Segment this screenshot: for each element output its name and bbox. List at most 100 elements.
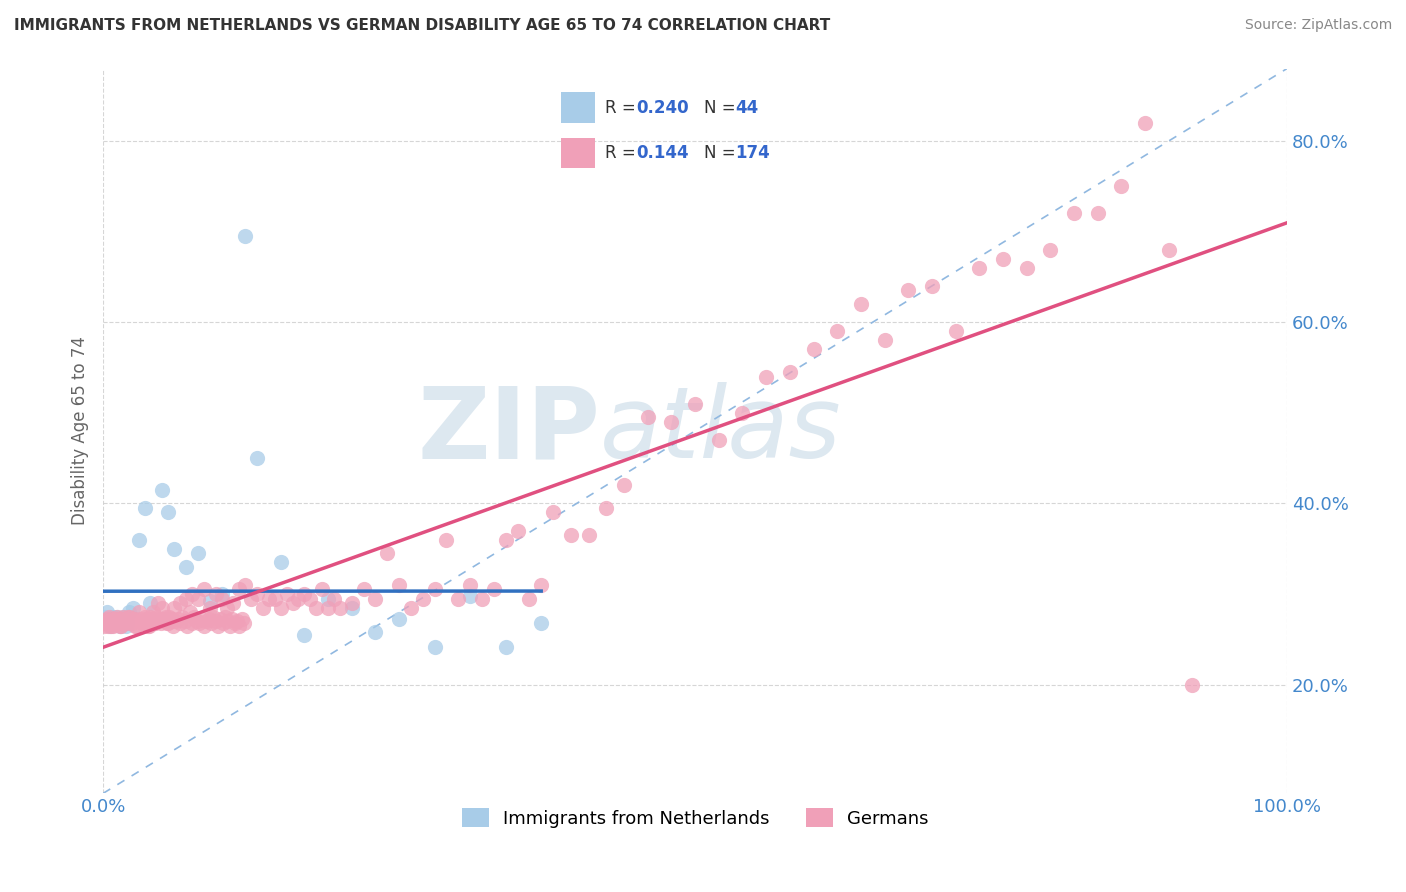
Point (231, 612, 253, 626)
Point (294, 587, 316, 601)
Point (755, 369, 778, 384)
Point (121, 615, 143, 630)
Point (200, 615, 222, 630)
Point (93, 614, 115, 628)
Point (115, 612, 138, 626)
Point (197, 612, 219, 626)
Point (217, 600, 239, 615)
Point (149, 612, 172, 626)
Point (294, 628, 316, 642)
Point (731, 406, 754, 420)
Y-axis label: Disability Age 65 to 74: Disability Age 65 to 74 (72, 336, 89, 525)
Point (166, 612, 188, 626)
Point (112, 615, 135, 630)
Point (98, 609, 121, 624)
Point (246, 587, 269, 601)
Point (211, 591, 233, 606)
Point (128, 533, 150, 547)
Point (150, 483, 173, 497)
Point (388, 612, 411, 626)
Point (93, 618, 115, 632)
Point (270, 555, 292, 569)
Point (1111, 179, 1133, 194)
Point (287, 591, 309, 606)
Point (150, 600, 173, 615)
Point (495, 640, 517, 654)
Point (506, 524, 529, 538)
Point (221, 612, 243, 626)
Point (101, 609, 124, 624)
Point (96, 605, 118, 619)
Point (169, 596, 191, 610)
Point (323, 591, 346, 606)
Point (340, 600, 363, 615)
Point (98, 612, 121, 626)
Point (100, 612, 122, 626)
Point (198, 594, 221, 608)
Point (436, 533, 458, 547)
Point (94, 615, 117, 630)
Point (172, 609, 194, 624)
Point (193, 618, 215, 632)
Text: IMMIGRANTS FROM NETHERLANDS VS GERMAN DISABILITY AGE 65 TO 74 CORRELATION CHART: IMMIGRANTS FROM NETHERLANDS VS GERMAN DI… (14, 18, 831, 33)
Point (218, 618, 240, 632)
Point (541, 506, 564, 520)
Point (143, 615, 166, 630)
Point (423, 582, 446, 597)
Point (967, 260, 990, 275)
Point (217, 614, 239, 628)
Point (132, 615, 155, 630)
Point (159, 609, 181, 624)
Point (110, 612, 132, 626)
Point (316, 591, 339, 606)
Point (127, 614, 149, 628)
Point (1133, 116, 1156, 130)
Point (117, 609, 139, 624)
Point (683, 397, 706, 411)
Point (96, 612, 118, 626)
Point (121, 600, 143, 615)
Point (849, 297, 872, 311)
Point (707, 433, 730, 447)
Point (105, 615, 128, 630)
Point (107, 614, 129, 628)
Point (141, 612, 163, 626)
Point (114, 614, 136, 628)
Point (108, 618, 131, 632)
Point (135, 612, 157, 626)
Point (226, 614, 249, 628)
Point (530, 578, 553, 592)
Point (224, 615, 246, 630)
Point (134, 500, 156, 515)
Point (181, 587, 204, 601)
Point (100, 614, 122, 628)
Point (157, 506, 180, 520)
Text: ZIP: ZIP (418, 383, 600, 479)
Point (195, 614, 218, 628)
Point (353, 582, 375, 597)
Point (97, 615, 120, 630)
Point (138, 618, 160, 632)
Point (100, 618, 122, 632)
Point (803, 343, 825, 357)
Point (124, 618, 146, 632)
Point (578, 528, 600, 542)
Point (174, 559, 197, 574)
Point (159, 612, 181, 626)
Point (136, 618, 159, 632)
Point (233, 578, 256, 592)
Point (316, 600, 339, 615)
Point (471, 591, 494, 606)
Point (139, 609, 162, 624)
Point (222, 596, 245, 610)
Point (482, 582, 505, 597)
Point (188, 615, 211, 630)
Point (160, 612, 183, 626)
Point (134, 609, 156, 624)
Point (1063, 206, 1085, 220)
Point (98, 618, 121, 632)
Point (447, 591, 470, 606)
Point (114, 615, 136, 630)
Point (945, 324, 967, 338)
Point (179, 605, 201, 619)
